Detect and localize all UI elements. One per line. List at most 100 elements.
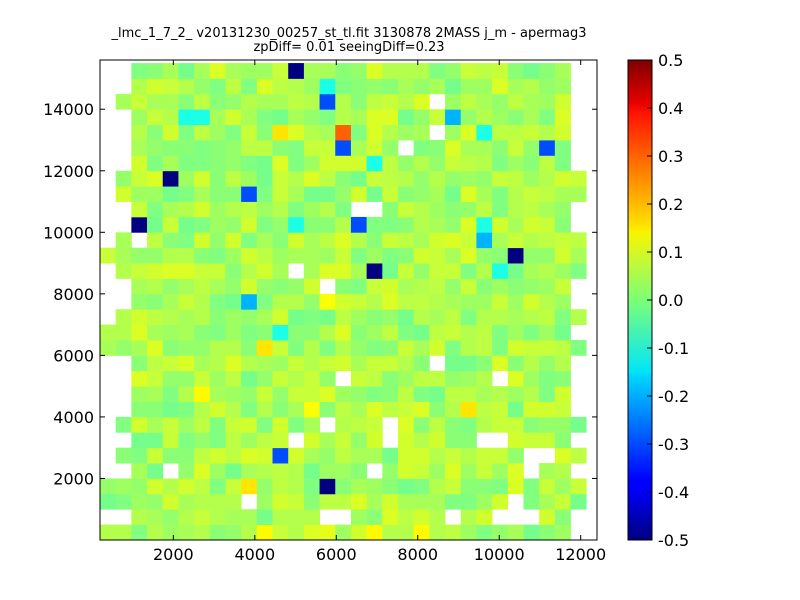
heatmap-cell [225,447,242,464]
heatmap-cell [570,263,587,279]
heatmap-cell [554,432,571,449]
heatmap-cell [445,78,462,95]
heatmap-cell [272,186,289,202]
heatmap-cell [382,247,399,264]
x-tick-label: 6000 [316,545,357,564]
heatmap-cell [492,493,509,510]
heatmap-cell [256,493,273,510]
heatmap-cell [507,93,524,110]
heatmap-cell [429,309,446,326]
heatmap-cell [429,370,446,387]
heatmap-cell [460,263,477,279]
heatmap-cell [382,293,399,310]
heatmap-cell [523,93,540,110]
heatmap-cell [241,416,258,433]
heatmap-cell [272,232,289,249]
heatmap-cell [507,186,524,202]
colorbar-tick-label: -0.4 [658,483,689,502]
heatmap-cell [115,309,132,326]
heatmap-cell [413,201,430,218]
heatmap-cell [476,370,493,387]
heatmap-cell [256,524,273,541]
heatmap-cell [460,293,477,310]
heatmap-cell [147,109,164,126]
heatmap-cell [209,478,226,495]
heatmap-cell [178,232,195,249]
heatmap-cell [225,247,242,264]
heatmap-cell [272,278,289,295]
heatmap-cell [162,493,179,510]
heatmap-cell [162,432,179,449]
heatmap-cell [492,447,509,464]
heatmap-cell [178,493,195,510]
heatmap-cell [131,355,148,372]
heatmap-cell [303,355,320,372]
heatmap-cell [413,155,430,172]
heatmap-cell [147,478,164,495]
heatmap-cell [162,109,179,126]
heatmap-cell [194,524,211,541]
heatmap-cell [147,170,164,187]
heatmap-cell [570,186,587,202]
heatmap-cell [429,509,446,526]
heatmap-cell [523,124,540,141]
heatmap-cell [350,170,368,187]
heatmap-cell [288,386,305,402]
heatmap-cell [256,324,273,341]
heatmap-cell [209,170,226,187]
heatmap-cell [194,401,211,418]
heatmap-cell [507,355,524,372]
heatmap-cell [554,140,571,156]
heatmap-cell [554,478,571,495]
heatmap-cell [413,509,430,526]
heatmap-cell [460,109,477,126]
heatmap-cell [445,463,462,479]
heatmap-cell [413,263,430,279]
heatmap-cell [241,124,258,141]
heatmap-cell [445,493,462,510]
heatmap-cell [350,416,368,433]
heatmap-cell [303,155,320,172]
heatmap-cell [460,93,477,110]
y-tick-label: 6000 [53,346,94,365]
heatmap-cell [209,493,226,510]
heatmap-cell [303,447,320,464]
heatmap-cell [241,463,258,479]
heatmap-cell [539,201,556,218]
heatmap-cell [209,309,226,326]
heatmap-cell [335,386,352,402]
heatmap-cell [445,232,462,249]
heatmap-cell [523,478,540,495]
heatmap-cell [429,386,446,402]
heatmap-cell [507,201,524,218]
heatmap-cell [476,140,493,156]
heatmap-cell [507,370,524,387]
heatmap-cell [225,216,242,233]
heatmap-cell [131,93,148,110]
heatmap-cell [382,186,399,202]
heatmap-cell [554,324,571,341]
heatmap-cell [382,78,399,95]
heatmap-cell [397,447,415,464]
heatmap-cell [366,232,383,249]
heatmap-cell [225,232,242,249]
heatmap-cell [256,447,273,464]
heatmap-cell [350,401,368,418]
heatmap-cell [460,355,477,372]
heatmap-cell [209,401,226,418]
heatmap-cell [147,355,164,372]
heatmap-cell [194,370,211,387]
heatmap-cell [492,340,509,356]
heatmap-cell [178,263,195,279]
heatmap-cell [194,340,211,356]
heatmap-cell [241,109,258,126]
heatmap-cell [523,416,540,433]
heatmap-cell [397,432,415,449]
heatmap-cell [366,386,383,402]
heatmap-cell [350,293,368,310]
heatmap-cell [319,140,336,156]
heatmap-cell [445,370,462,387]
heatmap-cell [288,186,305,202]
heatmap-cell [570,447,587,464]
heatmap-cell [178,432,195,449]
